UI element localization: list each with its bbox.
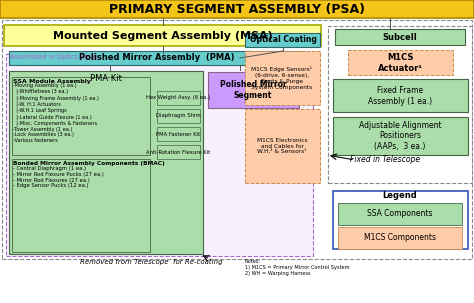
Bar [157,145,200,159]
Bar [333,191,468,249]
Bar [338,227,462,249]
Text: PMA Fastener Kit: PMA Fastener Kit [156,132,201,136]
Bar [208,72,299,108]
Bar [157,109,200,123]
Bar [245,33,320,47]
Text: PRIMARY SEGMENT ASSEMBLY (PSA): PRIMARY SEGMENT ASSEMBLY (PSA) [109,2,365,15]
Text: Bonded Mirror Assembly Components (BMAC): Bonded Mirror Assembly Components (BMAC) [13,161,165,166]
Bar [338,203,462,225]
Text: Fixed Frame
Assembly (1 ea.): Fixed Frame Assembly (1 ea.) [368,86,432,106]
Text: Optical Coating: Optical Coating [250,35,317,45]
Text: Adjustable Alignment
Positioners
(AAPs,  3 ea.): Adjustable Alignment Positioners (AAPs, … [359,121,441,151]
Bar [245,109,320,183]
Text: Subcell: Subcell [383,32,418,42]
Text: SSA Components: SSA Components [367,209,433,218]
Text: SSA Module Assembly: SSA Module Assembly [13,79,91,84]
Bar [12,77,150,155]
Bar [4,25,321,46]
Text: - Central Diaphragm (1 ea.)
- Mirror Rod Flexure Pucks (27 ea.)
- Mirror Rod Fle: - Central Diaphragm (1 ea.) - Mirror Rod… [13,166,104,188]
Text: PMA Kit: PMA Kit [90,74,122,83]
Text: M1CS
Actuator¹: M1CS Actuator¹ [377,53,422,73]
Bar [9,71,203,254]
Bar [245,51,320,105]
Bar [335,29,465,45]
Text: Polished Mirror
Segment: Polished Mirror Segment [219,80,286,100]
Bar [0,0,474,18]
Bar [2,20,472,259]
Bar [333,79,468,112]
Text: Notes:
1) M1CS = Primary Mirror Control System
2) WH = Warping Harness: Notes: 1) M1CS = Primary Mirror Control … [245,259,349,276]
Bar [157,127,200,141]
Text: Diaphragm Shim: Diaphragm Shim [156,114,201,118]
Text: Legend: Legend [383,191,418,201]
Text: M1CS Electronics
and Cables for
W.H.² & Sensors¹: M1CS Electronics and Cables for W.H.² & … [257,138,307,154]
Text: Hex Weight Assy. (6 ea.): Hex Weight Assy. (6 ea.) [146,95,210,101]
Text: M1CS Components: M1CS Components [364,234,436,242]
Bar [9,51,305,65]
Bar [328,26,472,183]
Bar [333,117,468,155]
Text: Anti-Rotation Flexure Kit: Anti-Rotation Flexure Kit [146,149,210,155]
Bar [157,91,200,105]
Bar [6,54,313,256]
Text: -Moving Assembly (1 ea.)
  |-Whiffletrees (3 ea.)
  |-Moving Frame Assembly (1 e: -Moving Assembly (1 ea.) |-Whiffletrees … [13,83,99,143]
Text: M1CS Edge Sensors¹
(6-drive, 6-sense),
Boots & Purge
System Components: M1CS Edge Sensors¹ (6-drive, 6-sense), B… [251,66,313,90]
Bar [12,159,150,252]
Text: Removed from Telescope  for Re-coating: Removed from Telescope for Re-coating [80,259,223,265]
Text: Fixed in Telescope: Fixed in Telescope [350,155,420,165]
Text: Mounted Segment Assembly (MSA): Mounted Segment Assembly (MSA) [53,31,273,41]
Text: Assembled in Optics Shop: Assembled in Optics Shop [10,54,97,60]
Bar [348,50,453,75]
Text: Polished Mirror Assembly  (PMA): Polished Mirror Assembly (PMA) [79,54,235,62]
